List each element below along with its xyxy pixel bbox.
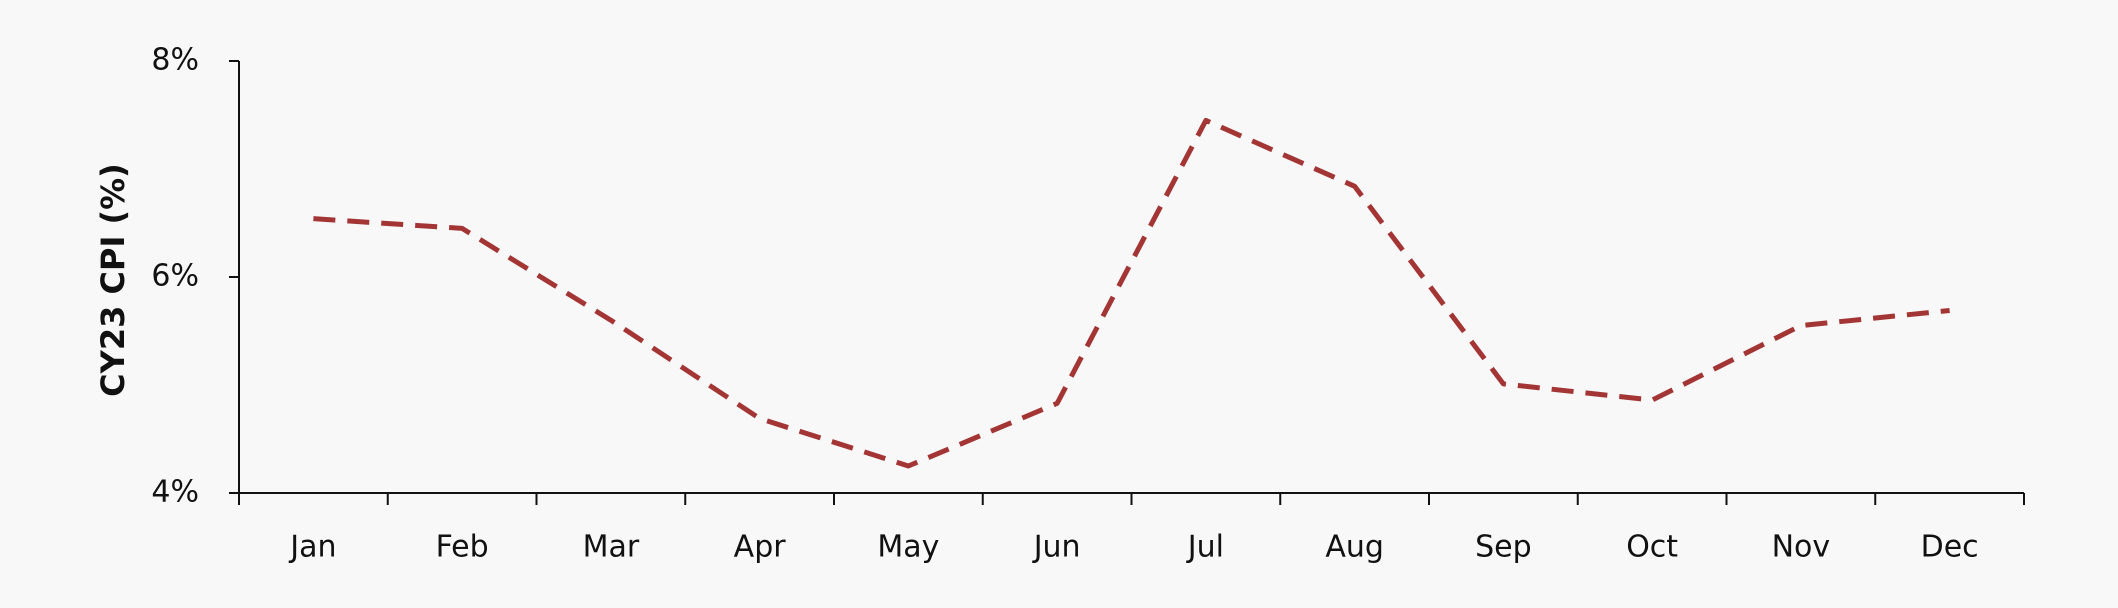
x-tick-label: Aug bbox=[1325, 530, 1384, 565]
x-tick-label: Feb bbox=[436, 530, 489, 565]
x-tick-label: Jul bbox=[1186, 530, 1224, 565]
y-axis-label: CY23 CPI (%) bbox=[94, 163, 132, 397]
x-tick-label: Mar bbox=[583, 530, 640, 565]
x-tick-label: Apr bbox=[734, 530, 787, 565]
x-tick-label: Dec bbox=[1921, 530, 1979, 565]
y-tick-label: 4% bbox=[151, 475, 199, 510]
x-tick-label: Jun bbox=[1032, 530, 1081, 565]
x-tick-label: Sep bbox=[1475, 530, 1532, 565]
x-tick-label: Oct bbox=[1626, 530, 1678, 565]
y-tick-label: 6% bbox=[151, 259, 199, 294]
x-tick-label: Nov bbox=[1772, 530, 1831, 565]
y-tick-label: 8% bbox=[151, 43, 199, 78]
x-tick-label: Jan bbox=[288, 530, 336, 565]
x-tick-label: May bbox=[877, 530, 939, 565]
